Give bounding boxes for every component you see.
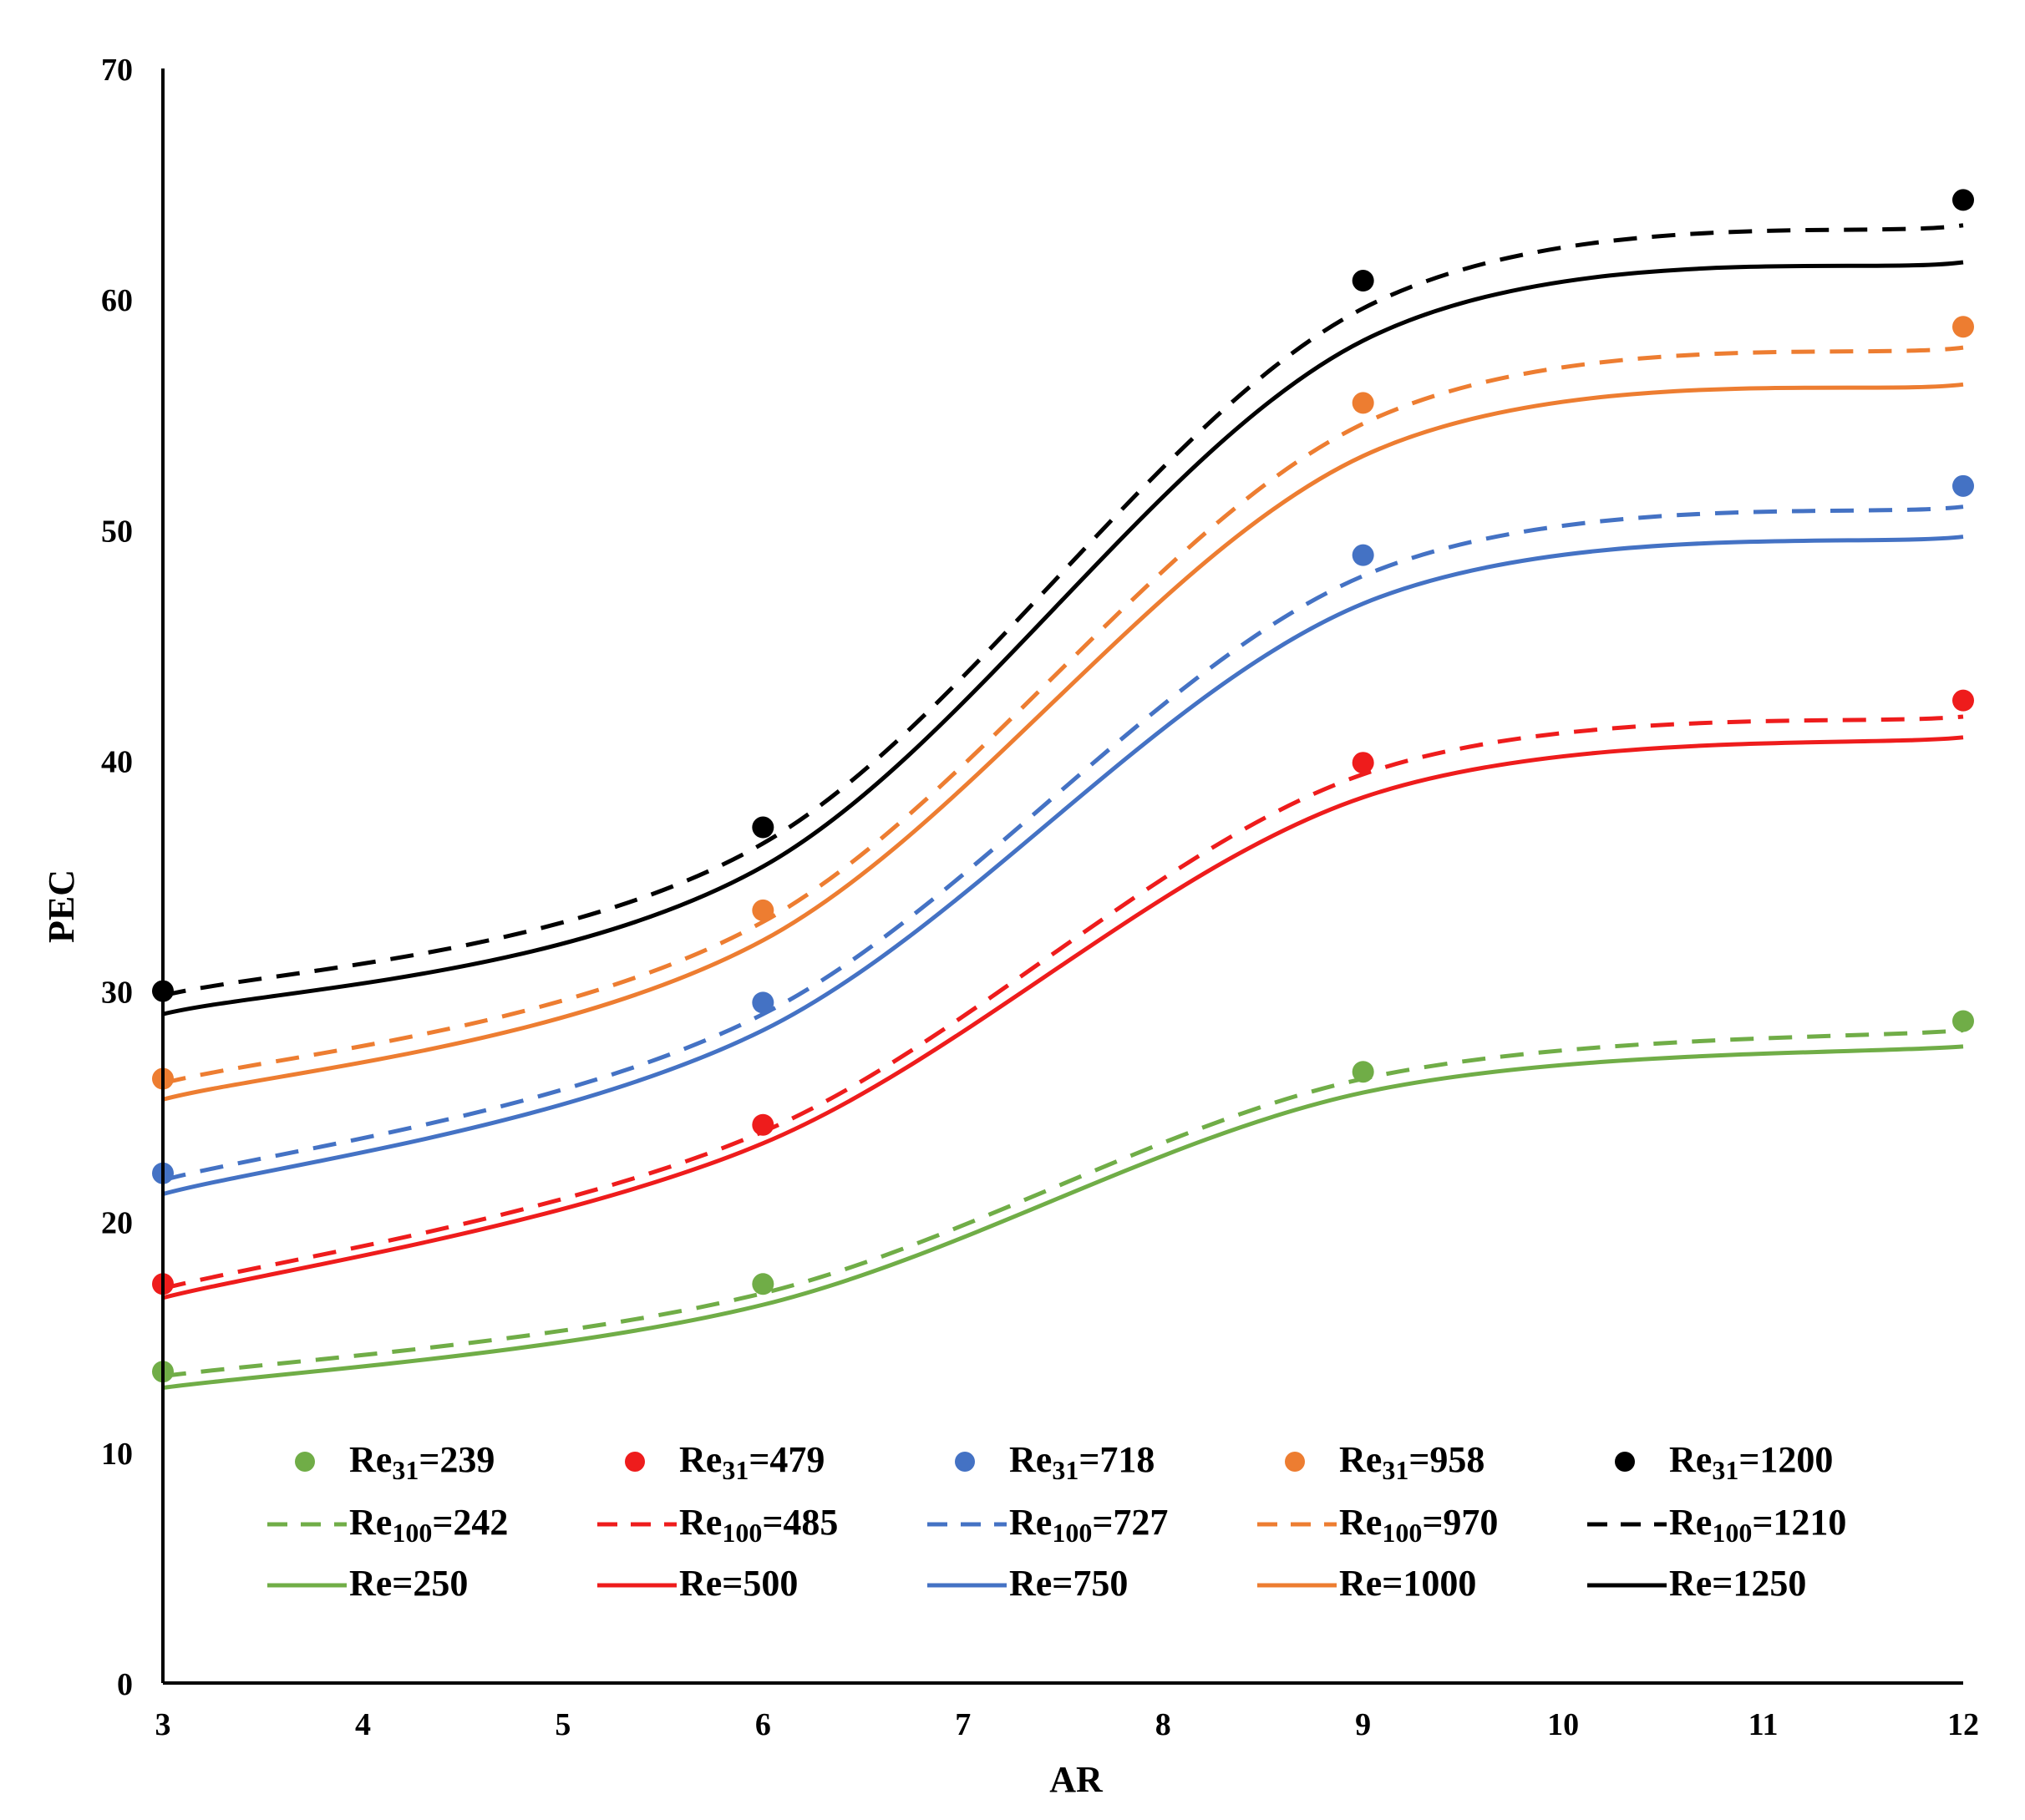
y-tick-label: 70 [101,53,133,88]
series-layer [152,189,1974,1391]
legend-label: Re=500 [679,1563,798,1604]
y-tick-label: 30 [101,976,133,1011]
legend-marker [1615,1452,1635,1472]
legend-label: Re100=1210 [1669,1502,1846,1548]
y-tick-label: 10 [101,1437,133,1472]
axes-layer: 0 10 20 30 40 50 60 70 3 4 5 6 7 8 9 10 11 12 [101,53,1979,1742]
legend-label: Re31=479 [679,1439,825,1485]
data-point [1952,316,1974,338]
data-point [752,1113,774,1136]
legend-label: Re31=958 [1339,1439,1484,1485]
legend-marker [295,1452,315,1472]
legend-label: Re100=970 [1339,1502,1498,1548]
y-tick-label: 20 [101,1206,133,1241]
legend-label: Re100=242 [349,1502,508,1548]
data-point [1352,1061,1374,1083]
x-tick-label: 12 [1947,1707,1979,1742]
data-point [752,899,774,921]
series-line-solid [162,1044,1964,1391]
legend-label: Re31=1200 [1669,1439,1833,1485]
y-tick-label: 60 [101,283,133,318]
x-tick-label: 3 [155,1707,171,1742]
y-tick-label: 40 [101,744,133,779]
legend-label: Re=750 [1009,1563,1128,1604]
legend-label: Re=250 [349,1563,468,1604]
x-tick-label: 7 [955,1707,971,1742]
data-point [1352,392,1374,414]
legend-label: Re100=727 [1009,1502,1168,1548]
data-point [1352,752,1374,774]
data-point [1952,1010,1974,1032]
series-line-solid [162,535,1964,1196]
y-axis-title: PEC [41,869,82,943]
series-line-dashed [162,345,1964,1086]
legend-label: Re100=485 [679,1502,838,1548]
data-point [1352,270,1374,292]
x-tick-label: 8 [1155,1707,1171,1742]
data-point [1952,474,1974,497]
data-point [1352,544,1374,566]
legend: Re31=239 Re31=479 Re31=718 Re31=958 Re31=120… [267,1439,1846,1604]
series-line-solid [162,260,1964,1016]
legend-label: Re31=239 [349,1439,495,1485]
x-tick-label: 4 [355,1707,371,1742]
x-tick-label: 11 [1748,1707,1779,1742]
x-axis-title: AR [1049,1759,1104,1800]
legend-label: Re=1000 [1339,1563,1476,1604]
legend-marker [1285,1452,1305,1472]
y-tick-label: 50 [101,514,133,549]
series-line-solid [162,735,1964,1300]
data-point [1952,189,1974,211]
data-point [752,1273,774,1295]
series-line-dashed [162,223,1964,998]
series-line-solid [162,382,1964,1102]
data-point [1952,689,1974,712]
x-tick-label: 10 [1547,1707,1579,1742]
x-tick-label: 9 [1355,1707,1371,1742]
legend-marker [955,1452,975,1472]
legend-label: Re31=718 [1009,1439,1155,1485]
series-line-dashed [162,714,1964,1291]
series-line-dashed [162,504,1964,1183]
data-point [752,816,774,839]
legend-marker [625,1452,645,1472]
legend-label: Re=1250 [1669,1563,1806,1604]
x-tick-label: 6 [755,1707,771,1742]
y-tick-label: 0 [117,1667,133,1702]
series-line-dashed [162,1028,1964,1379]
data-point [752,991,774,1014]
x-tick-label: 5 [555,1707,571,1742]
